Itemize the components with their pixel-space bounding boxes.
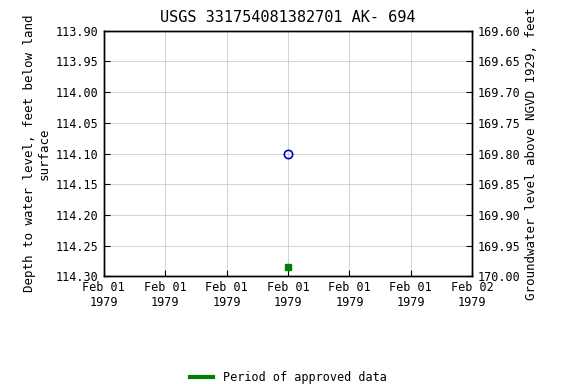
Title: USGS 331754081382701 AK- 694: USGS 331754081382701 AK- 694	[160, 10, 416, 25]
Legend: Period of approved data: Period of approved data	[185, 366, 391, 384]
Y-axis label: Groundwater level above NGVD 1929, feet: Groundwater level above NGVD 1929, feet	[525, 7, 539, 300]
Y-axis label: Depth to water level, feet below land
surface: Depth to water level, feet below land su…	[22, 15, 51, 292]
